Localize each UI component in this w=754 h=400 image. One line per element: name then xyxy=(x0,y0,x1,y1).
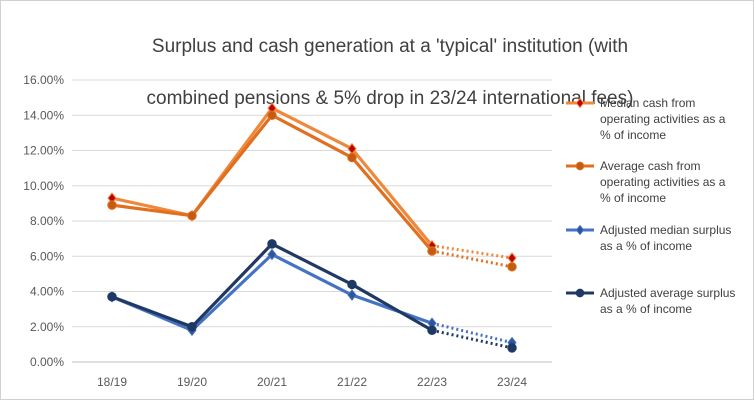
legend-label: as a % of income xyxy=(600,239,692,253)
x-tick-label: 18/19 xyxy=(97,375,127,389)
data-point xyxy=(427,246,437,256)
y-tick-label: 0.00% xyxy=(30,355,64,369)
legend-label: Adjusted median surplus xyxy=(600,223,731,237)
series-1 xyxy=(107,102,517,264)
series-line-projected xyxy=(431,244,513,260)
y-axis: 0.00% 2.00% 4.00% 6.00% 8.00% 10.00% 12.00% 14.… xyxy=(23,73,64,369)
legend-label: operating activities as a xyxy=(600,112,726,126)
series-line-solid xyxy=(111,106,434,247)
series-line-solid xyxy=(111,113,434,253)
y-tick-label: 16.00% xyxy=(23,73,64,87)
legend-label: Average cash from xyxy=(600,159,701,173)
series-4 xyxy=(107,239,517,353)
y-tick-label: 2.00% xyxy=(30,320,64,334)
legend-swatch-marker xyxy=(575,224,585,236)
data-point xyxy=(187,322,197,332)
legend-label: % of income xyxy=(600,191,666,205)
x-tick-label: 23/24 xyxy=(497,375,527,389)
legend-item-4: Adjusted average surplus as a % of income xyxy=(566,286,735,316)
legend-item-2: Average cash from operating activities as… xyxy=(566,159,726,205)
legend-label: Median cash from xyxy=(600,96,695,110)
x-tick-label: 22/23 xyxy=(417,375,447,389)
legend-label: as a % of income xyxy=(600,302,692,316)
y-tick-label: 10.00% xyxy=(23,179,64,193)
y-tick-label: 4.00% xyxy=(30,285,64,299)
data-point xyxy=(267,239,277,249)
data-point xyxy=(347,289,357,301)
legend: Median cash from operating activities as … xyxy=(566,96,735,316)
legend-swatch-marker xyxy=(575,97,585,109)
legend-swatch-marker xyxy=(575,161,585,171)
series-group xyxy=(107,102,517,353)
data-point xyxy=(347,152,357,163)
data-point xyxy=(107,292,117,302)
chart-title-line-1: Surplus and cash generation at a 'typica… xyxy=(151,36,629,57)
x-axis: 18/19 19/20 20/21 21/22 22/23 23/24 xyxy=(97,375,527,389)
x-tick-label: 21/22 xyxy=(337,375,367,389)
series-line-projected xyxy=(431,321,513,345)
chart-title: Surplus and cash generation at a 'typica… xyxy=(70,8,710,138)
series-line-projected xyxy=(431,328,513,350)
x-tick-label: 20/21 xyxy=(257,375,287,389)
legend-swatch-marker xyxy=(575,288,585,298)
data-point xyxy=(267,110,277,120)
y-tick-label: 8.00% xyxy=(30,214,64,228)
y-tick-label: 14.00% xyxy=(23,108,64,122)
y-tick-label: 12.00% xyxy=(23,144,64,158)
data-point xyxy=(507,343,517,353)
data-point xyxy=(187,210,197,221)
series-line-projected xyxy=(431,249,513,269)
data-point xyxy=(107,200,117,210)
y-tick-label: 6.00% xyxy=(30,249,64,263)
legend-label: Adjusted average surplus xyxy=(600,286,735,300)
legend-item-1: Median cash from operating activities as … xyxy=(566,96,726,142)
series-2 xyxy=(107,110,517,272)
legend-label: operating activities as a xyxy=(600,175,726,189)
data-point xyxy=(427,325,437,336)
x-tick-label: 19/20 xyxy=(177,375,207,389)
chart-title-line-2: combined pensions & 5% drop in 23/24 int… xyxy=(146,88,634,109)
data-point xyxy=(347,279,357,290)
data-point xyxy=(507,252,517,264)
series-line-solid xyxy=(111,252,433,332)
data-point xyxy=(267,248,277,261)
legend-item-3: Adjusted median surplus as a % of income xyxy=(566,223,731,253)
gridlines xyxy=(72,79,552,363)
legend-label: % of income xyxy=(600,128,666,142)
data-point xyxy=(507,262,517,272)
